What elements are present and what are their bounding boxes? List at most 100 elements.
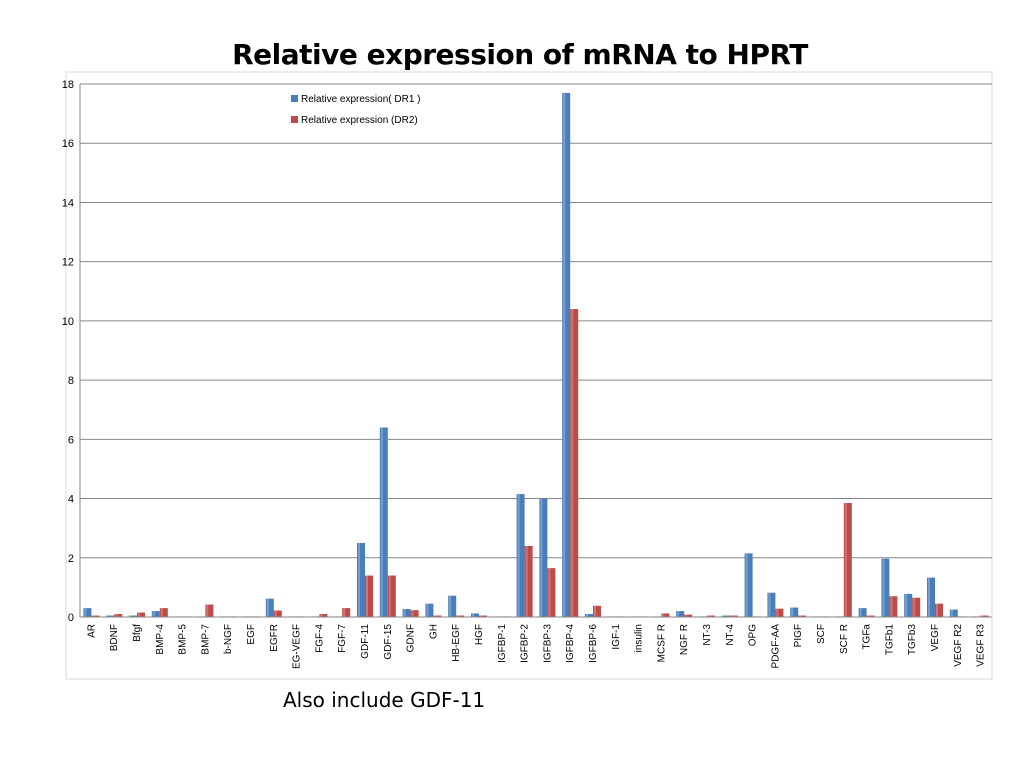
bar: [684, 614, 693, 617]
x-category-label: TGFb3: [907, 624, 918, 656]
bar: [585, 614, 593, 617]
bar: [433, 615, 442, 617]
bar: [137, 612, 145, 617]
y-axis-ticks: 0 2 4 6 8 10 12 14 16 18: [62, 79, 74, 624]
x-category-label: VEGF R3: [976, 624, 987, 667]
bar: [798, 615, 807, 617]
bar: [205, 604, 214, 617]
x-category-label: HB-EGF: [451, 624, 462, 662]
bar: [980, 615, 989, 617]
y-tick-label: 8: [68, 375, 74, 387]
bar: [775, 608, 784, 617]
x-category-label: GH: [428, 624, 439, 639]
bar: [912, 597, 921, 617]
bar: [858, 608, 867, 617]
x-category-label: NT-3: [702, 624, 713, 646]
bar: [676, 611, 685, 617]
bar: [91, 615, 100, 617]
bar: [456, 615, 465, 617]
bar: [151, 611, 160, 617]
bar: [387, 575, 396, 617]
y-tick-label: 0: [68, 612, 74, 624]
bar: [365, 575, 373, 617]
x-category-label: EG-VEGF: [292, 624, 303, 669]
y-tick-label: 12: [62, 257, 74, 269]
bar: [448, 595, 457, 617]
bar: [106, 615, 115, 617]
x-category-label: VEGF R2: [953, 624, 964, 667]
bar: [516, 494, 525, 617]
x-category-label: BMP-7: [200, 624, 211, 655]
bar: [379, 427, 388, 617]
bar: [357, 542, 365, 617]
x-category-label: GDNF: [406, 624, 417, 652]
bars: [83, 92, 989, 618]
y-tick-label: 6: [68, 434, 74, 446]
bar: [114, 614, 123, 617]
bar: [273, 610, 282, 617]
y-tick-label: 10: [62, 316, 74, 328]
legend-swatch: [291, 116, 298, 123]
bar: [471, 613, 479, 617]
x-category-label: NT-4: [725, 624, 736, 646]
bar: [539, 498, 548, 617]
bar: [265, 598, 274, 617]
x-category-label: GDF-15: [383, 624, 394, 660]
x-category-label: FGF-7: [337, 624, 348, 653]
bar: [83, 608, 92, 617]
bar: [889, 596, 898, 617]
bar: [790, 607, 799, 617]
x-category-label: IGFBP-4: [565, 624, 576, 663]
bar: [342, 608, 351, 617]
plot-area-border: [65, 71, 993, 680]
x-category-label: IGFBP-6: [588, 624, 599, 663]
bar: [425, 603, 434, 617]
bar: [319, 614, 328, 617]
x-category-label: IGFBP-2: [520, 624, 531, 663]
bar: [479, 615, 487, 617]
chart-title: Relative expression of mRNA to HPRT: [232, 38, 808, 71]
y-tick-label: 2: [68, 553, 74, 565]
x-axis-categories: AR BDNF Bfgf BMP-4 BMP-5 BMP-7 b-NGF EGF EGFR EG-…: [86, 624, 986, 669]
bar: [881, 558, 890, 617]
x-category-label: Bfgf: [132, 624, 143, 642]
x-category-label: PDGF-AA: [770, 624, 781, 669]
x-category-label: TGFb1: [884, 624, 895, 656]
bar: [524, 545, 533, 617]
annotation-note: Also include GDF-11: [283, 688, 486, 712]
bar: [843, 502, 852, 617]
legend-label: Relative expression( DR1 ): [301, 94, 421, 105]
x-category-label: SCF: [816, 624, 827, 644]
bar: [402, 609, 411, 617]
x-category-label: insulin: [634, 624, 645, 652]
x-category-label: OPG: [748, 624, 759, 646]
x-category-label: VEGF: [930, 624, 941, 651]
x-category-label: EGF: [246, 624, 257, 645]
x-category-label: BMP-4: [155, 624, 166, 655]
x-category-label: EGFR: [269, 624, 280, 652]
bar: [661, 613, 670, 617]
x-category-label: MCSF R: [656, 624, 667, 662]
x-category-label: IGF-1: [611, 624, 622, 650]
bar: [570, 309, 579, 617]
bar: [866, 615, 875, 617]
legend: Relative expression( DR1 ) Relative expre…: [291, 94, 421, 126]
x-category-label: b-NGF: [223, 624, 234, 654]
x-category-label: FGF-4: [314, 624, 325, 653]
y-tick-label: 14: [62, 197, 74, 209]
bar: [949, 609, 958, 617]
legend-swatch: [291, 95, 298, 102]
x-category-label: SCF R: [839, 624, 850, 654]
y-tick-label: 4: [68, 494, 74, 506]
x-category-label: IGFBP-1: [497, 624, 508, 663]
x-category-label: BDNF: [109, 624, 120, 651]
x-category-label: NGF R: [679, 624, 690, 655]
gridlines: [80, 83, 992, 559]
bar: [562, 92, 571, 618]
bar: [159, 608, 168, 617]
x-category-label: TGFa: [862, 624, 873, 650]
bar: [767, 592, 776, 617]
x-category-label: AR: [86, 624, 97, 638]
bar: [593, 605, 601, 617]
